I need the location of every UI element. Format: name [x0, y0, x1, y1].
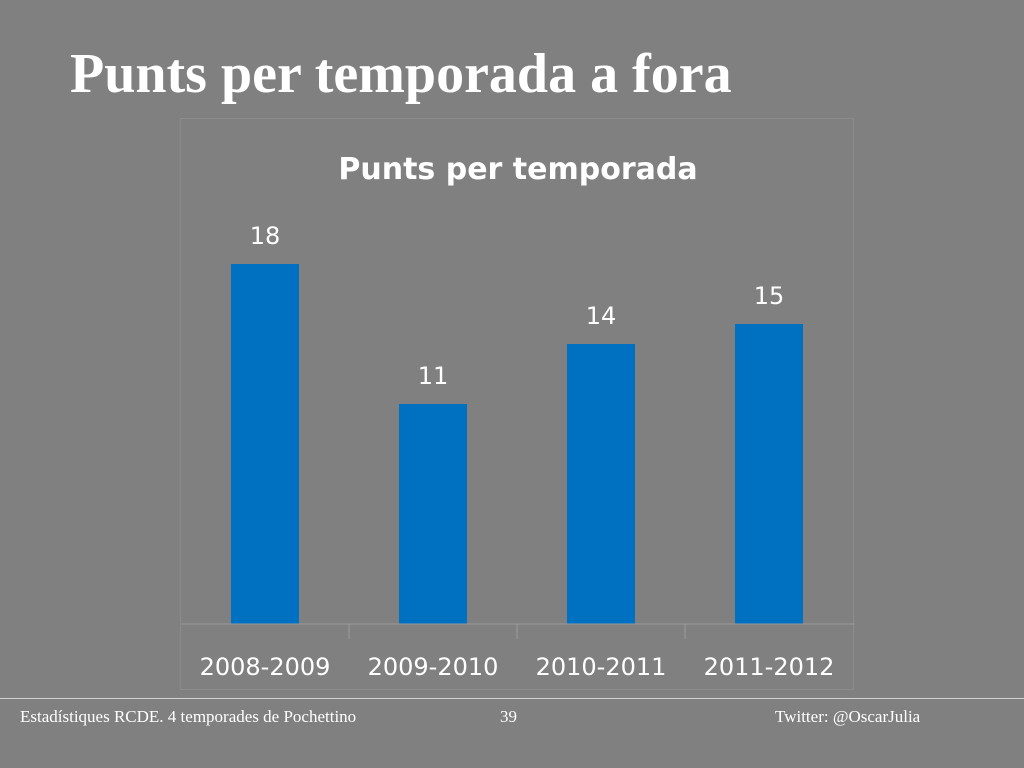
bar-2011-2012 — [735, 324, 803, 624]
footer-left-text: Estadístiques RCDE. 4 temporades de Poch… — [20, 707, 357, 726]
footer-divider — [0, 698, 1024, 699]
data-label-2009-2010: 11 — [418, 362, 449, 390]
footer-page-number: 39 — [500, 707, 517, 726]
data-labels-group: 18 11 14 15 — [250, 222, 785, 390]
slide-title: Punts per temporada a fora — [70, 43, 732, 105]
bar-2010-2011 — [567, 344, 635, 624]
x-tick-label-2011-2012: 2011-2012 — [704, 653, 835, 681]
data-label-2010-2011: 14 — [586, 302, 617, 330]
bars-group — [231, 264, 803, 624]
footer-right-text: Twitter: @OscarJulia — [775, 707, 921, 726]
x-tick-label-2009-2010: 2009-2010 — [368, 653, 499, 681]
x-axis: 2008-2009 2009-2010 2010-2011 2011-2012 — [181, 623, 855, 681]
data-label-2008-2009: 18 — [250, 222, 281, 250]
chart-title: Punts per temporada — [338, 152, 697, 187]
bar-2008-2009 — [231, 264, 299, 624]
bar-2009-2010 — [399, 404, 467, 624]
chart-frame: Punts per temporada 18 11 14 15 2008-2009 20… — [180, 118, 855, 690]
x-tick-label-2010-2011: 2010-2011 — [536, 653, 667, 681]
data-label-2011-2012: 15 — [754, 282, 785, 310]
x-tick-label-2008-2009: 2008-2009 — [200, 653, 331, 681]
